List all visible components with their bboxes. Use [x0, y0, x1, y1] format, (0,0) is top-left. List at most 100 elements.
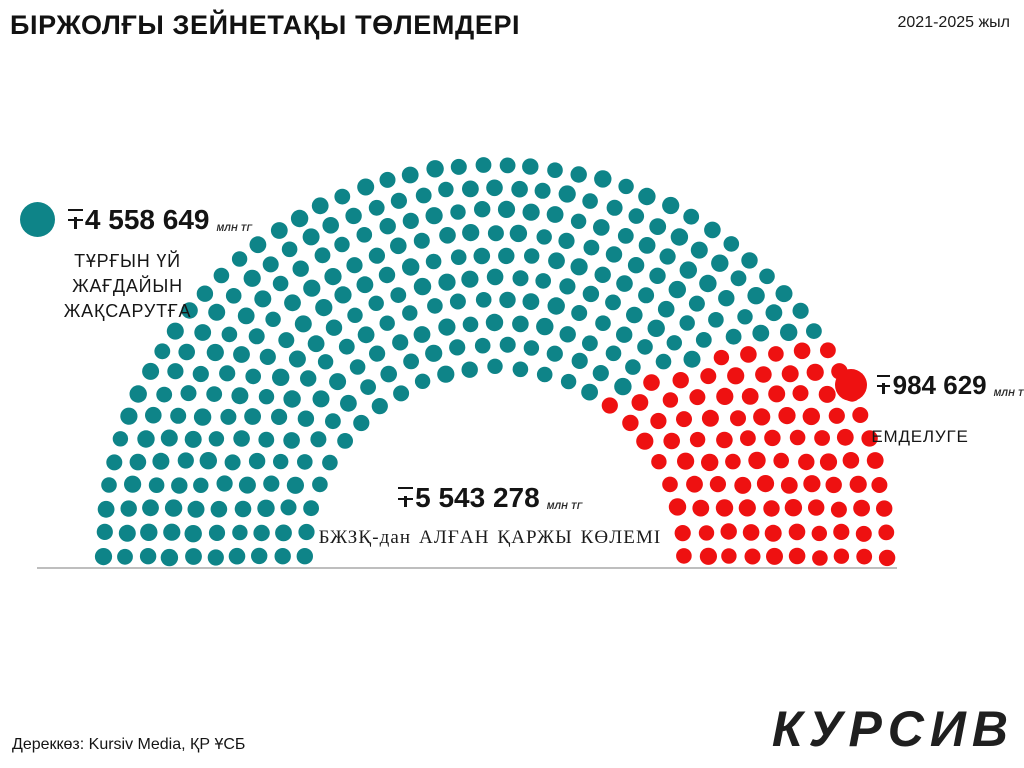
seat-dot — [129, 385, 147, 403]
seat-dot — [213, 267, 230, 284]
seat-dot — [683, 350, 701, 368]
seat-dot — [413, 232, 430, 249]
housing-label-line: ТҰРҒЫН ҮЙ — [74, 251, 181, 271]
seat-dot — [238, 476, 256, 494]
seat-dot — [449, 339, 466, 356]
seat-dot — [270, 222, 288, 239]
seat-dot — [708, 312, 724, 328]
seat-dot — [616, 326, 633, 343]
seat-dot — [878, 549, 896, 567]
seat-dot — [740, 346, 757, 363]
seat-dot — [780, 323, 798, 341]
seat-dot — [668, 498, 687, 516]
treatment-amount: 984 629 МЛН ТГ — [876, 370, 1024, 401]
seat-dot — [194, 324, 212, 341]
seat-dot — [499, 157, 516, 174]
seat-dot — [290, 209, 309, 228]
seat-dot — [233, 346, 250, 363]
seat-dot — [206, 386, 223, 402]
seat-dot — [101, 477, 117, 493]
seat-dot — [571, 352, 588, 369]
seat-dot — [450, 249, 467, 265]
seat-dot — [349, 359, 366, 375]
seat-dot — [120, 407, 138, 425]
seat-dot — [582, 335, 598, 352]
seat-dot — [638, 187, 656, 206]
seat-dot — [357, 178, 375, 196]
seat-dot — [748, 451, 766, 470]
seat-dot — [740, 430, 756, 447]
seat-dot — [439, 227, 456, 244]
seat-dot — [666, 335, 682, 351]
seat-dot — [206, 343, 224, 362]
seat-dot — [536, 317, 554, 336]
seat-dot — [659, 248, 676, 265]
seat-dot — [699, 547, 718, 565]
seat-dot — [871, 477, 888, 493]
seat-dot — [768, 346, 784, 362]
seat-dot — [753, 408, 771, 426]
seat-dot — [340, 394, 357, 412]
seat-dot — [379, 218, 396, 235]
seat-dot — [522, 158, 539, 175]
seat-dot — [509, 224, 528, 243]
seat-dot — [300, 370, 317, 387]
seat-dot — [512, 315, 529, 333]
seat-dot — [401, 166, 419, 184]
seat-dot — [438, 318, 456, 336]
seat-dot — [766, 547, 783, 565]
seat-dot — [324, 268, 342, 286]
seat-dot — [798, 453, 815, 471]
seat-dot — [485, 313, 504, 332]
seat-dot — [535, 273, 551, 289]
seat-dot — [237, 307, 255, 325]
seat-dot — [546, 206, 564, 223]
seat-dot — [262, 256, 279, 273]
seat-dot — [689, 431, 706, 448]
housing-label-line: ЖАҚСАРУТҒА — [63, 301, 192, 321]
seat-dot — [649, 218, 667, 236]
seat-dot — [677, 452, 695, 470]
seat-dot — [413, 277, 432, 296]
seat-dot — [356, 276, 374, 294]
seat-dot — [210, 500, 228, 518]
seat-dot — [692, 499, 710, 517]
seat-dot — [866, 452, 884, 469]
seat-dot — [734, 476, 752, 494]
seat-dot — [221, 326, 238, 343]
treatment-amount-row: 984 629 МЛН ТГ — [835, 369, 1024, 401]
seat-dot — [325, 413, 341, 430]
seat-dot — [878, 524, 895, 541]
seat-dot — [284, 294, 301, 312]
seat-dot — [643, 374, 660, 391]
seat-dot — [698, 525, 715, 541]
seat-dot — [699, 274, 717, 293]
seat-dot — [475, 157, 492, 173]
seat-dot — [672, 372, 689, 389]
seat-dot — [830, 501, 847, 518]
seat-dot — [137, 430, 155, 448]
seat-dot — [614, 377, 632, 396]
seat-dot — [243, 269, 261, 287]
seat-dot — [662, 392, 679, 408]
seat-dot — [317, 354, 334, 370]
seat-dot — [764, 524, 782, 542]
seat-dot — [228, 547, 246, 565]
seat-dot — [474, 201, 491, 218]
seat-dot — [512, 270, 529, 287]
seat-dot — [618, 178, 634, 195]
seat-dot — [720, 523, 737, 540]
seat-dot — [257, 499, 275, 517]
seat-dot — [368, 199, 385, 216]
seat-dot — [631, 394, 649, 411]
seat-dot — [778, 407, 796, 425]
seat-dot — [286, 476, 304, 494]
total-caption: БЖЗҚ-дан АЛҒАН ҚАРЖЫ КӨЛЕМІ — [318, 527, 662, 548]
seat-dot — [258, 431, 275, 448]
seat-dot — [582, 285, 600, 303]
seat-dot — [254, 290, 272, 308]
seat-dot — [438, 273, 456, 291]
seat-dot — [486, 179, 503, 197]
legend-treatment: 984 629 МЛН ТГ ЕМДЕЛУГЕ — [835, 369, 1024, 447]
unit-label: МЛН ТГ — [993, 387, 1024, 398]
